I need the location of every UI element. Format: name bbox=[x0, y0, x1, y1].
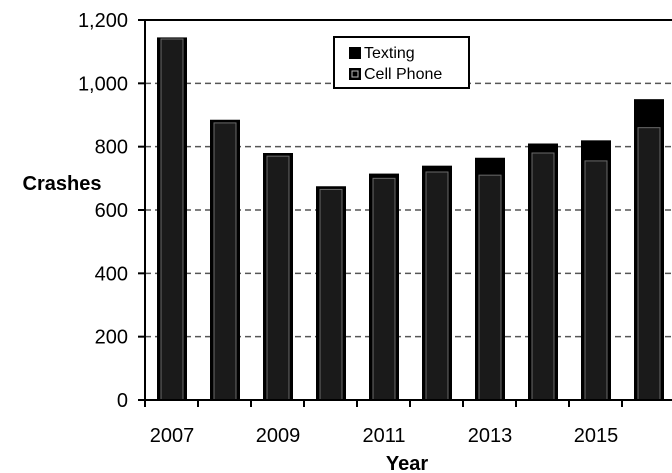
x-axis-title: Year bbox=[386, 453, 428, 473]
bar-cell-phone bbox=[637, 127, 661, 401]
y-tick-label: 200 bbox=[95, 327, 128, 349]
y-ticks: 0 200 400 600 800 1,000 1,200 bbox=[78, 10, 145, 412]
legend-swatch-texting bbox=[349, 47, 361, 59]
bar-cell-phone bbox=[319, 188, 343, 401]
x-tick-label: 2011 bbox=[362, 425, 405, 447]
bar-cell-phone bbox=[584, 160, 608, 401]
bar-cell-phone bbox=[531, 152, 555, 401]
y-axis-title: Crashes bbox=[23, 173, 102, 195]
bar-cell-phone bbox=[478, 174, 502, 401]
y-tick-label: 1,000 bbox=[78, 73, 128, 95]
y-tick-label: 600 bbox=[95, 200, 128, 222]
x-tick-label: 2009 bbox=[256, 425, 301, 447]
y-tick-label: 0 bbox=[117, 390, 128, 412]
bars bbox=[157, 37, 664, 401]
legend-swatch-cell-phone-hatch bbox=[351, 70, 359, 78]
legend-swatch-cell-phone bbox=[349, 68, 361, 80]
x-tick-label: 2015 bbox=[574, 425, 619, 447]
bar-cell-phone bbox=[160, 38, 184, 401]
y-tick-label: 400 bbox=[95, 263, 128, 285]
legend-label-cell-phone: Cell Phone bbox=[364, 66, 442, 83]
bar-cell-phone bbox=[266, 155, 290, 401]
legend-label-texting: Texting bbox=[364, 45, 415, 62]
bar-cell-phone bbox=[213, 122, 237, 401]
y-tick-label: 800 bbox=[95, 137, 128, 159]
legend: Texting Cell Phone bbox=[333, 36, 470, 89]
bar-cell-phone bbox=[372, 177, 396, 401]
y-tick-label: 1,200 bbox=[78, 10, 128, 32]
x-ticks: 2007 2009 2011 2013 2015 bbox=[144, 400, 623, 447]
x-tick-label: 2007 bbox=[150, 425, 195, 447]
x-tick-label: 2013 bbox=[468, 425, 513, 447]
bar-cell-phone bbox=[425, 171, 449, 401]
